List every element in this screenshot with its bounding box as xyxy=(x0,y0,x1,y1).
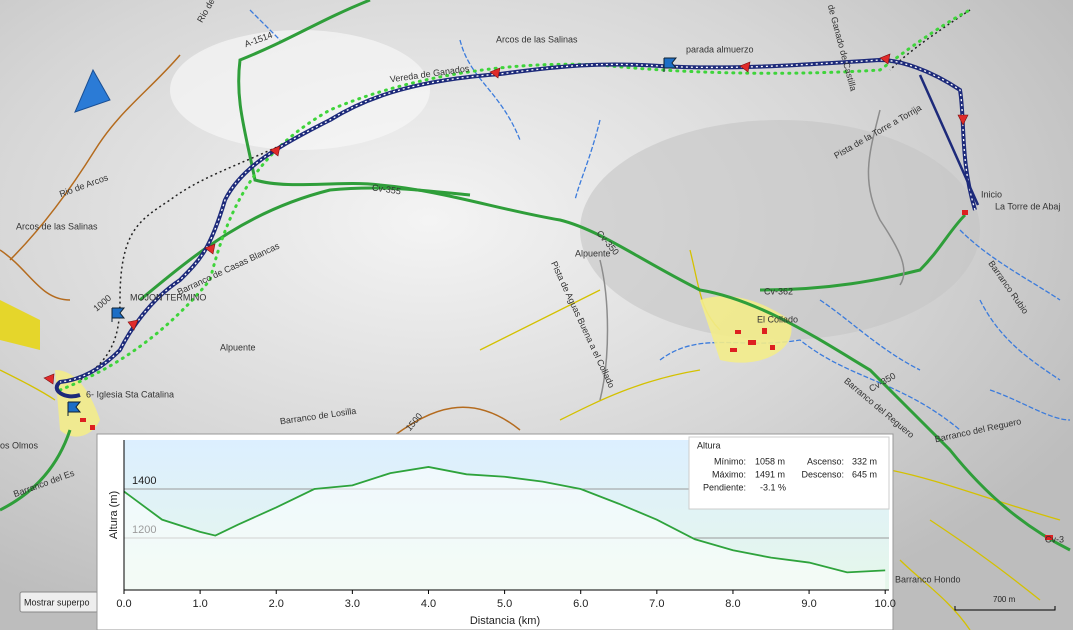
buildings xyxy=(80,210,1053,540)
river xyxy=(249,9,1071,431)
road-marker xyxy=(0,300,40,350)
map-label: MOJON TERMINO xyxy=(130,292,206,302)
stats-title: Altura xyxy=(697,440,721,450)
stats-value: 645 m xyxy=(852,469,877,479)
map-label: 6- Iglesia Sta Catalina xyxy=(86,389,174,399)
elevation-line xyxy=(123,466,886,574)
x-tick-label: 7.0 xyxy=(649,598,664,610)
route-link xyxy=(918,74,980,206)
stats-label: Descenso: xyxy=(801,469,844,479)
x-tick-label: 9.0 xyxy=(801,598,816,610)
y-axis-label: Altura (m) xyxy=(108,491,120,539)
track-road xyxy=(0,249,1061,630)
area-fill xyxy=(124,466,886,590)
contour xyxy=(0,249,71,301)
x-tick-label: 2.0 xyxy=(269,598,284,610)
north-arrow xyxy=(74,68,111,113)
map-label: os Olmos xyxy=(0,440,39,450)
scale-bar xyxy=(954,606,1056,611)
contour xyxy=(394,406,521,436)
map-label: Cv-355 xyxy=(371,182,401,196)
x-tick-label: 8.0 xyxy=(725,598,740,610)
map-label: Cv-362 xyxy=(764,286,793,296)
elevation-chart: 120014000.01.02.03.04.05.06.07.08.09.010… xyxy=(116,466,896,610)
x-tick-label: 4.0 xyxy=(421,598,436,610)
stats-value: 1058 m xyxy=(755,456,785,466)
stats-label: Ascenso: xyxy=(807,456,844,466)
terrain-light xyxy=(170,30,430,150)
direction-arrows xyxy=(43,53,969,385)
map-label: Alpuente xyxy=(575,248,611,258)
overlay-button-label[interactable]: Mostrar superpo xyxy=(24,597,90,607)
gray-track xyxy=(599,109,905,401)
x-tick-label: 1.0 xyxy=(192,598,207,610)
map-label: Arcos de las Salinas xyxy=(496,34,578,44)
x-tick-label: 3.0 xyxy=(345,598,360,610)
x-tick-label: 0.0 xyxy=(116,598,131,610)
x-tick-label: 10.0 xyxy=(874,598,895,610)
map-label: parada almuerzo xyxy=(686,44,754,54)
stats-value: 1491 m xyxy=(755,469,785,479)
map-label: Arcos de las Salinas xyxy=(16,221,98,231)
map-label: Alpuente xyxy=(220,342,256,352)
x-tick-label: 6.0 xyxy=(573,598,588,610)
map-label: Inicio xyxy=(981,189,1002,199)
recorded-track xyxy=(58,8,972,392)
map-label: La Torre de Abaj xyxy=(995,201,1060,211)
stats-box xyxy=(688,436,890,510)
map-label: Cv-3 xyxy=(1045,534,1064,544)
map-label: Barranco Hondo xyxy=(895,574,961,584)
contour xyxy=(9,54,181,261)
highway xyxy=(0,429,72,512)
x-tick-label: 5.0 xyxy=(497,598,512,610)
stats-label: Pendiente: xyxy=(703,482,746,492)
stats-value: 332 m xyxy=(852,456,877,466)
y-tick-label: 1400 xyxy=(132,475,156,487)
stats-label: Máximo: xyxy=(712,469,746,479)
scale-label: 700 m xyxy=(993,595,1016,604)
terrain-shade xyxy=(580,120,980,340)
highway xyxy=(237,0,1071,552)
x-axis-label: Distancia (km) xyxy=(470,615,540,627)
highway xyxy=(139,186,967,302)
flags xyxy=(67,57,678,416)
map-label: El Collado xyxy=(757,314,798,324)
stats-label: Mínimo: xyxy=(714,456,746,466)
stats-value: -3.1 % xyxy=(760,482,786,492)
